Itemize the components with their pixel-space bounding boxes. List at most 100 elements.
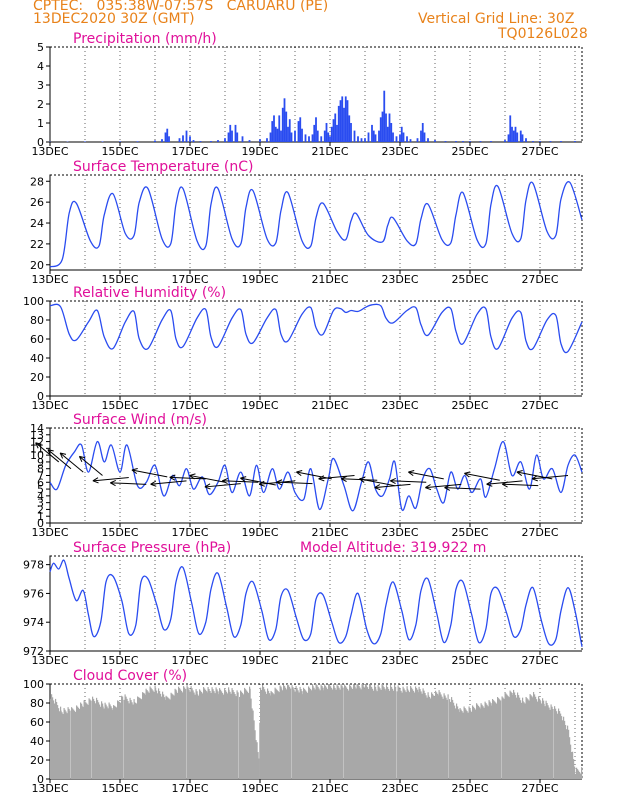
- cloud-bar: [561, 716, 563, 779]
- y-tick-label: 0: [37, 136, 44, 149]
- cloud-bar: [432, 693, 434, 779]
- y-tick-label: 3: [37, 497, 44, 510]
- cloud-bar: [570, 744, 572, 779]
- cloud-bar: [259, 722, 261, 779]
- precip-bar: [402, 132, 405, 142]
- cloud-bar: [501, 696, 503, 779]
- cloud-bar: [187, 687, 189, 779]
- wind-arrow: [59, 452, 84, 473]
- cloud-bar: [97, 700, 99, 779]
- cloud-bar: [576, 767, 578, 779]
- cloud-bar: [579, 772, 581, 779]
- cloud-bar: [250, 698, 252, 779]
- precip-bar: [227, 132, 230, 142]
- cloud-bar: [440, 694, 442, 779]
- cloud-bar: [178, 686, 180, 779]
- cloud-bar: [309, 687, 311, 779]
- cloud-bar: [278, 692, 280, 779]
- cloud-bar: [340, 684, 342, 779]
- cloud-bar: [457, 706, 459, 779]
- cloud-bar: [551, 706, 553, 779]
- precip-bar: [285, 111, 288, 142]
- cloud-bar: [530, 695, 532, 779]
- precip-bar: [231, 130, 233, 142]
- precip-bar: [406, 136, 408, 142]
- cloud-bar: [472, 705, 474, 779]
- cloud-bar: [568, 729, 570, 779]
- x-tick-label: 17DEC: [171, 526, 208, 539]
- cloud-bar: [321, 685, 323, 779]
- cloud-bar: [478, 705, 480, 779]
- cloud-bar: [393, 690, 395, 779]
- cloud-bar: [243, 694, 245, 779]
- wind-arrow-head: [318, 475, 325, 482]
- cloud-bar: [516, 697, 518, 779]
- precip-bar: [313, 124, 316, 142]
- x-tick-label: 25DEC: [451, 526, 488, 539]
- cloud-bar: [567, 725, 569, 779]
- x-tick-label: 27DEC: [521, 399, 558, 412]
- cloud-bar: [198, 695, 200, 779]
- cloud-bar: [281, 688, 283, 779]
- cloud-bar: [410, 686, 412, 779]
- wind-arrow-head: [464, 471, 471, 478]
- cloud-bar: [167, 697, 169, 779]
- cloud-bar: [258, 758, 260, 779]
- precip-bar: [281, 107, 284, 142]
- y-tick-label: 4: [37, 490, 44, 503]
- cloud-bar: [247, 691, 249, 779]
- cloud-bar: [276, 689, 278, 779]
- cloud-bar: [299, 686, 301, 779]
- x-tick-label: 25DEC: [451, 399, 488, 412]
- cloud-bar: [263, 686, 265, 779]
- x-tick-label: 17DEC: [171, 273, 208, 286]
- panel-frame: [49, 300, 583, 397]
- precip-bar: [192, 140, 195, 142]
- cloud-bar: [492, 699, 494, 779]
- y-tick-label: 1: [37, 510, 44, 523]
- precip-bar: [84, 141, 86, 142]
- cloud-bar: [313, 687, 315, 779]
- cloud-bar: [208, 689, 210, 779]
- cloud-bar: [414, 692, 416, 779]
- cloud-bar: [335, 689, 337, 779]
- cloud-bar: [214, 693, 216, 779]
- cloud-bar: [488, 700, 490, 779]
- cloud-bar: [423, 690, 425, 779]
- cloud-bar: [231, 688, 233, 779]
- cloud-bar: [286, 689, 288, 779]
- cloud-bar: [482, 706, 484, 779]
- cloud-bar: [468, 706, 470, 779]
- cloud-bar: [509, 690, 511, 779]
- cloud-bar: [443, 693, 445, 779]
- y-tick-label: 24: [30, 217, 44, 230]
- panel-title: Surface Pressure (hPa): [73, 540, 231, 556]
- x-tick-label: 23DEC: [381, 782, 418, 795]
- wind-arrow: [169, 476, 206, 480]
- wind-arrow: [131, 469, 168, 478]
- cloud-bar: [368, 688, 370, 779]
- cloud-bar: [134, 702, 136, 779]
- y-tick-label: 10: [30, 449, 44, 462]
- cloud-bar: [362, 685, 364, 779]
- y-tick-label: 9: [37, 456, 44, 469]
- y-tick-label: 100: [23, 678, 44, 691]
- cloud-bar: [497, 697, 499, 779]
- x-tick-label: 13DEC: [31, 782, 68, 795]
- cloud-bar: [180, 689, 182, 779]
- cloud-bar: [512, 695, 514, 779]
- cloud-bar: [128, 703, 130, 779]
- cloud-bar: [344, 684, 346, 779]
- wind-arrow: [318, 475, 355, 480]
- x-tick-label: 17DEC: [171, 399, 208, 412]
- cloud-bar: [271, 692, 273, 779]
- cloud-bar: [541, 703, 543, 779]
- cloud-bar: [319, 690, 321, 779]
- cloud-bar: [429, 696, 431, 779]
- cloud-bar: [107, 708, 109, 779]
- wind-arrow-head: [59, 452, 67, 459]
- cloud-bar: [537, 701, 539, 779]
- cloud-bar: [88, 698, 90, 779]
- precip-bar: [325, 123, 328, 142]
- cloud-bar: [216, 689, 218, 779]
